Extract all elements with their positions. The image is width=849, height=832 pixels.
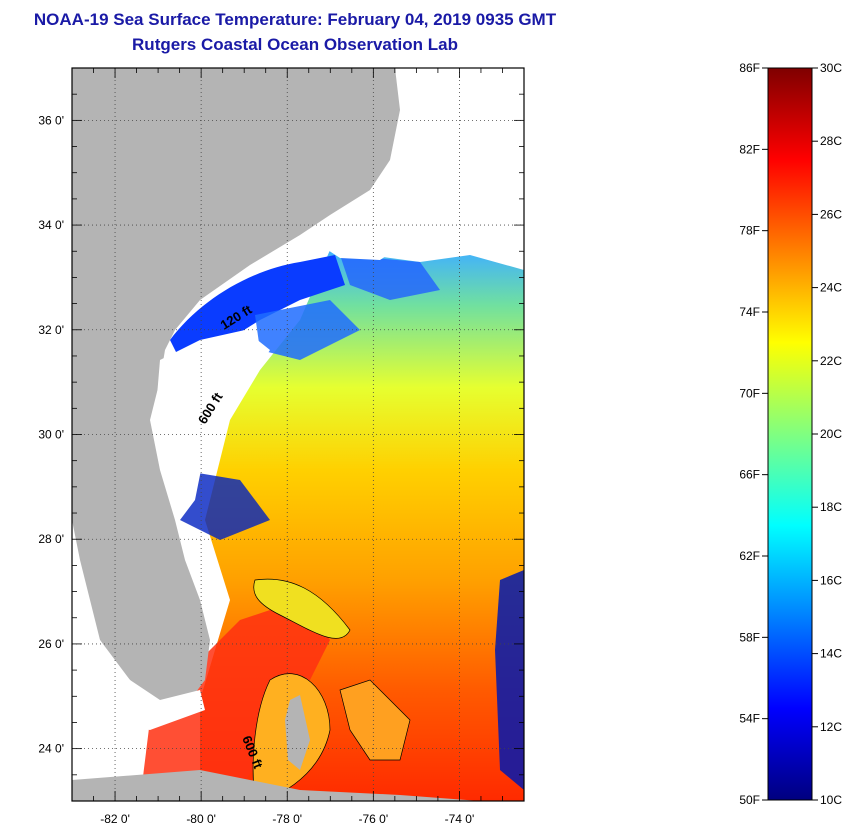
colorbar-f-label: 70F (739, 386, 760, 400)
lon-tick-label: -76 0' (359, 812, 389, 826)
colorbar-f-label: 54F (739, 712, 760, 726)
lat-tick-label: 32 0' (38, 323, 64, 337)
lon-tick-label: -74 0' (445, 812, 475, 826)
lon-tick-label: -82 0' (100, 812, 130, 826)
colorbar-c-label: 22C (820, 354, 842, 368)
land-us-southeast (72, 68, 400, 705)
cold-shelf-water-2 (255, 300, 360, 360)
colorbar-c-label: 10C (820, 793, 842, 807)
cloud-mask-shelf (155, 330, 270, 520)
colorbar-celsius-labels: 30C 28C 26C 24C 22C 20C 18C 16C 14C 12C 10C (812, 61, 842, 807)
colorbar-f-label: 50F (739, 793, 760, 807)
lat-tick-label: 26 0' (38, 637, 64, 651)
colorbar-f-label: 62F (739, 549, 760, 563)
warm-gulfstream (140, 600, 330, 801)
lon-tick-label: -80 0' (186, 812, 216, 826)
map-subtitle: Rutgers Coastal Ocean Observation Lab (132, 35, 458, 54)
map-title: NOAA-19 Sea Surface Temperature: Februar… (33, 10, 557, 29)
colorbar-gradient (767, 67, 813, 801)
bahamas-bank-east (339, 679, 411, 761)
colorbar-fahrenheit-labels: 86F 82F 78F 74F 70F 66F 62F 58F 54F 50F (739, 61, 768, 807)
colorbar-c-label: 16C (820, 573, 842, 587)
land-cuba (72, 770, 480, 801)
colorbar-f-label: 66F (739, 468, 760, 482)
cold-shelf-water (170, 255, 345, 360)
colorbar: 86F 82F 78F 74F 70F 66F 62F 58F 54F 50F 30C 28C 26C… (739, 61, 842, 807)
graticule (72, 68, 524, 801)
lat-tick-label: 24 0' (38, 742, 64, 756)
colorbar-c-label: 20C (820, 427, 842, 441)
colorbar-c-label: 14C (820, 647, 842, 661)
land-andros (285, 695, 310, 770)
cloud-mask-florida-west (72, 600, 205, 730)
bahamas-bank-little (253, 578, 351, 639)
colorbar-f-label: 78F (739, 224, 760, 238)
colorbar-c-label: 26C (820, 207, 842, 221)
lat-tick-label: 36 0' (38, 113, 64, 127)
colorbar-c-label: 12C (820, 720, 842, 734)
latitude-labels: 36 0' 34 0' 32 0' 30 0' 28 0' 26 0' 24 0' (38, 113, 64, 755)
cold-patch-east (495, 570, 524, 790)
colorbar-c-label: 30C (820, 61, 842, 75)
cold-patch-north (340, 255, 440, 300)
lat-tick-label: 28 0' (38, 532, 64, 546)
cold-patch-mid (180, 470, 270, 540)
cloud-mask-capehatteras (305, 205, 410, 260)
colorbar-c-label: 28C (820, 134, 842, 148)
colorbar-f-label: 82F (739, 142, 760, 156)
colorbar-c-label: 24C (820, 281, 842, 295)
map-ticks (71, 67, 525, 802)
colorbar-c-label: 18C (820, 500, 842, 514)
colorbar-f-label: 86F (739, 61, 760, 75)
colorbar-f-label: 58F (739, 630, 760, 644)
longitude-labels: -82 0' -80 0' -78 0' -76 0' -74 0' (100, 812, 474, 826)
colorbar-f-label: 74F (739, 305, 760, 319)
lat-tick-label: 34 0' (38, 218, 64, 232)
lat-tick-label: 30 0' (38, 428, 64, 442)
lon-tick-label: -78 0' (272, 812, 302, 826)
